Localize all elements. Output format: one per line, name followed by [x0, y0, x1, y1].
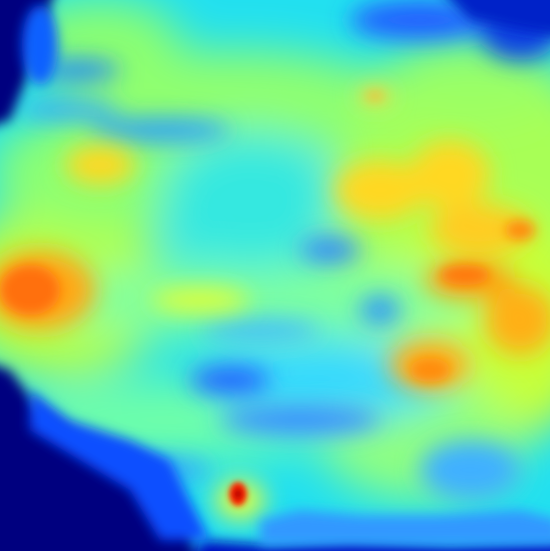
- blue-margins: [22, 5, 550, 545]
- blue-streaks: [20, 0, 550, 500]
- hot-cores: [0, 92, 535, 382]
- hot-spots: [0, 88, 550, 520]
- red-spot: [229, 482, 247, 506]
